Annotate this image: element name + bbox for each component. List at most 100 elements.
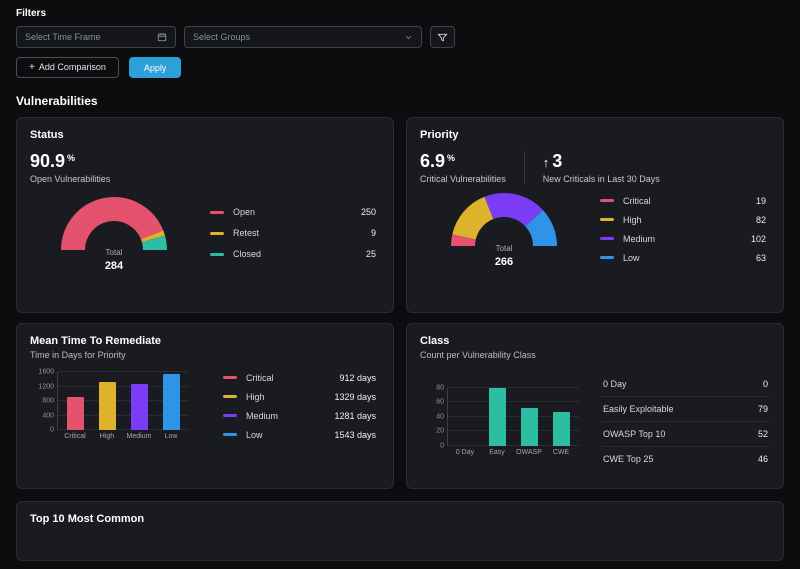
gauge-total-value: 284	[104, 260, 124, 272]
clear-filter-button[interactable]	[430, 26, 455, 48]
y-tick-label: 40	[436, 413, 444, 420]
gridline	[58, 414, 189, 416]
class-row-value: 0	[762, 379, 768, 389]
priority-delta-label: New Criticals in Last 30 Days	[542, 174, 660, 184]
time-frame-input[interactable]: Select Time Frame	[16, 26, 176, 48]
y-tick-label: 0	[50, 426, 54, 434]
class-row-label: CWE Top 25	[603, 454, 654, 464]
groups-select[interactable]: Select Groups	[184, 26, 422, 48]
bar	[99, 381, 117, 430]
legend-item: Critical 912 days	[223, 373, 376, 383]
class-row: OWASP Top 10 52	[601, 422, 770, 447]
class-row-value: 79	[757, 404, 768, 414]
legend-label: Critical	[246, 372, 274, 383]
priority-delta-block: ↑ 3 New Criticals in Last 30 Days	[543, 151, 660, 184]
gauge-total-label: Total	[105, 248, 123, 257]
x-tick-label: Critical	[64, 433, 86, 440]
legend-marker	[223, 376, 237, 379]
priority-card: Priority 6.9% Critical Vulnerabilities ↑…	[406, 117, 784, 313]
x-tick-label: Low	[164, 433, 178, 440]
mttr-legend: Critical 912 days High 1329 days Medium …	[223, 373, 376, 440]
status-stat-unit: %	[67, 153, 76, 163]
legend-item: Low 1543 days	[223, 430, 376, 440]
time-frame-placeholder: Select Time Frame	[25, 32, 101, 42]
vulnerabilities-heading: Vulnerabilities	[16, 94, 98, 108]
gauge-arc	[61, 197, 167, 251]
gridline	[448, 386, 579, 388]
class-card-title: Class	[420, 335, 450, 347]
priority-stats: 6.9% Critical Vulnerabilities ↑ 3 New Cri…	[420, 151, 770, 184]
bar	[489, 388, 507, 446]
legend-marker	[210, 252, 224, 256]
status-stat-block: 90.9% Open Vulnerabilities	[30, 151, 110, 184]
legend-marker	[223, 414, 237, 417]
add-comparison-button[interactable]: + Add Comparison	[16, 57, 119, 78]
priority-gauge: Total 266	[442, 190, 566, 268]
mttr-card: Mean Time To Remediate Time in Days for …	[16, 323, 394, 489]
legend-value: 9	[370, 228, 376, 238]
priority-stat-block: 6.9% Critical Vulnerabilities	[420, 151, 506, 184]
priority-legend: Critical 19 High 82 Medium 102	[600, 196, 766, 263]
legend-value: 1281 days	[334, 410, 376, 421]
legend-item: Low 63	[600, 253, 766, 263]
x-tick-label: OWASP	[516, 448, 542, 456]
status-gauge: Total 284	[52, 194, 176, 272]
up-arrow-icon: ↑	[542, 155, 550, 170]
priority-stat-label: Critical Vulnerabilities	[420, 174, 506, 184]
filters-title: Filters	[16, 8, 47, 19]
top10-card: Top 10 Most Common	[16, 501, 784, 561]
x-tick-label: Easy	[489, 448, 505, 456]
legend-item: Medium 1281 days	[223, 411, 376, 421]
legend-value: 63	[755, 252, 766, 263]
class-row: CWE Top 25 46	[601, 447, 770, 471]
legend-marker	[600, 218, 614, 221]
gridline	[448, 444, 579, 446]
priority-chart-row: Total 266 Critical 19 High 82 Medium	[420, 190, 770, 268]
x-tick-label: Medium	[126, 433, 152, 440]
legend-label: Low	[246, 429, 263, 440]
mttr-chart-row: 0 400 800 1200 1600 Critical High Medium Low Cri…	[30, 369, 380, 441]
legend-item: Medium 102	[600, 234, 766, 244]
mttr-bar-chart: 0 400 800 1200 1600 Critical High Medium Low	[38, 369, 189, 440]
filters-row: Select Time Frame Select Groups	[16, 26, 784, 48]
legend-item: Critical 19	[600, 196, 766, 206]
gridline	[58, 371, 189, 372]
y-tick-label: 800	[42, 397, 54, 405]
legend-value: 102	[750, 233, 766, 244]
class-row-label: 0 Day	[603, 379, 627, 389]
class-row-value: 52	[757, 429, 768, 439]
legend-item: High 1329 days	[223, 392, 376, 402]
status-card-title: Status	[30, 129, 64, 141]
gridline	[58, 400, 189, 401]
y-tick-label: 1600	[38, 368, 54, 376]
priority-stat-value: 6.9	[420, 151, 446, 171]
legend-item: Open 250	[210, 207, 376, 217]
gauge-arc	[451, 193, 557, 247]
y-tick-label: 80	[436, 384, 444, 391]
gridline	[58, 429, 189, 430]
mttr-card-subtitle: Time in Days for Priority	[30, 350, 126, 360]
legend-value: 19	[755, 195, 766, 206]
status-chart-row: Total 284 Open 250 Retest 9 Closed	[30, 194, 380, 272]
priority-stat-unit: %	[447, 153, 456, 163]
filters-section: Filters Select Time Frame Select Groups	[16, 8, 784, 78]
legend-marker	[600, 199, 614, 202]
legend-value: 82	[755, 214, 766, 225]
mttr-card-title: Mean Time To Remediate	[30, 335, 162, 347]
priority-delta-value: 3	[552, 151, 563, 171]
cards-grid: Status 90.9% Open Vulnerabilities Total 2…	[16, 117, 784, 489]
legend-item: High 82	[600, 215, 766, 225]
gridline	[448, 401, 579, 402]
apply-button[interactable]: Apply	[128, 57, 182, 78]
legend-marker	[210, 231, 224, 235]
class-chart-row: 0 20 40 60 80 0 Day Easy OWASP CWE 0 Day 0 Easil…	[420, 372, 770, 471]
legend-label: Medium	[623, 233, 656, 244]
y-tick-label: 60	[436, 398, 444, 406]
y-tick-label: 20	[436, 427, 444, 435]
legend-item: Retest 9	[210, 228, 376, 238]
legend-label: Critical	[623, 195, 651, 206]
bar	[130, 383, 148, 430]
status-stat-value: 90.9	[30, 151, 66, 171]
class-card: Class Count per Vulnerability Class 0 20 4…	[406, 323, 784, 489]
